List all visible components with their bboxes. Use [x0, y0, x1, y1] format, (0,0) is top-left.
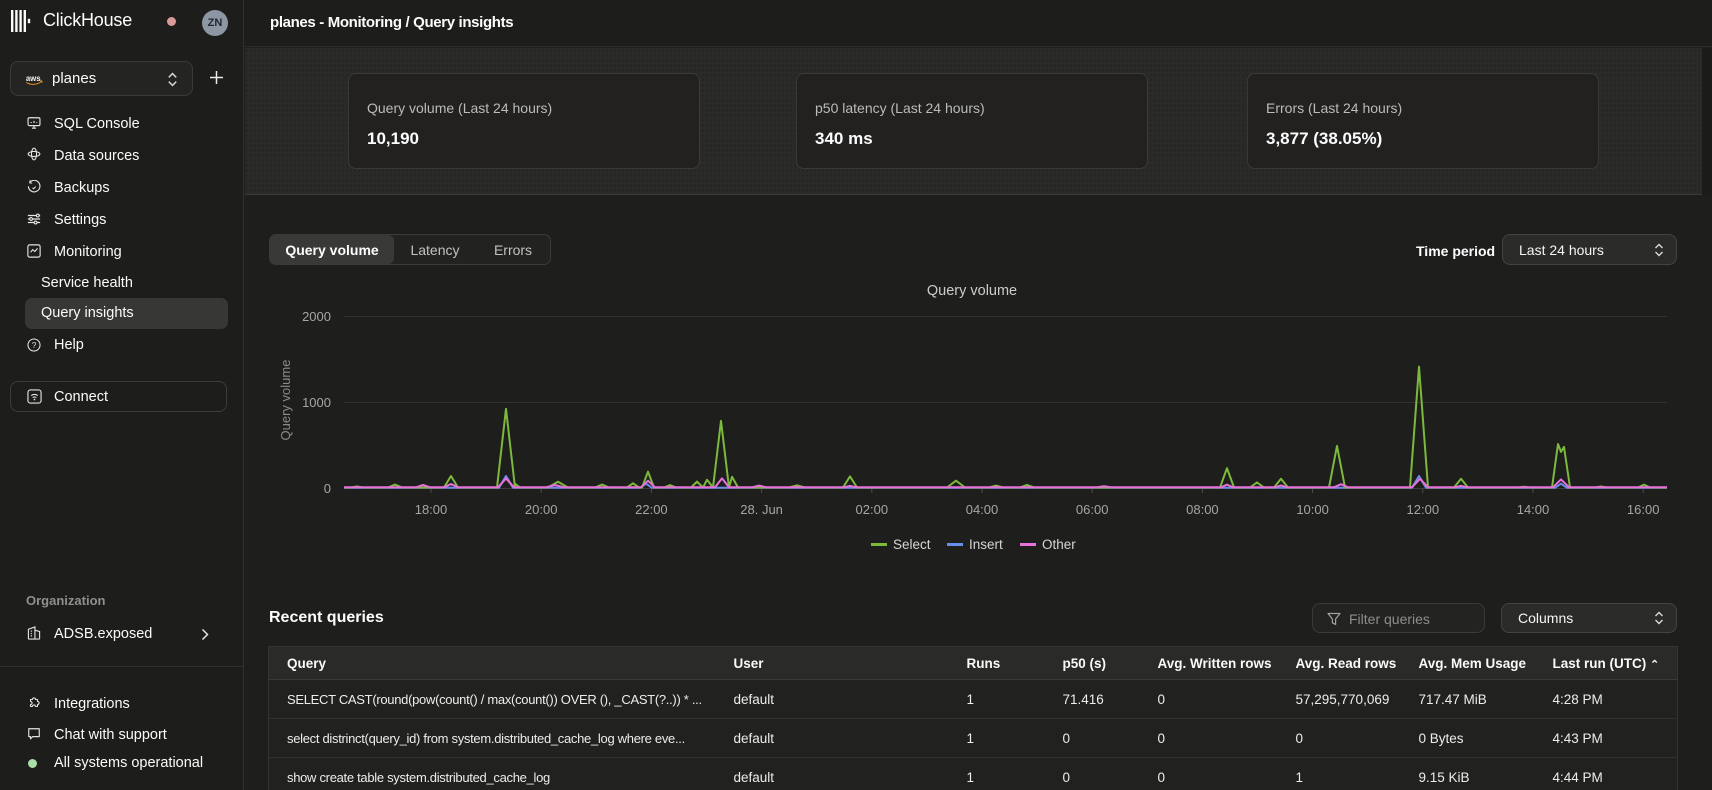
svg-text:04:00: 04:00: [966, 502, 999, 517]
svg-text:16:00: 16:00: [1627, 502, 1660, 517]
svg-text:1000: 1000: [302, 395, 331, 410]
svg-text:02:00: 02:00: [856, 502, 889, 517]
svg-text:18:00: 18:00: [415, 502, 448, 517]
svg-text:aws: aws: [26, 74, 41, 83]
svg-text:28. Jun: 28. Jun: [740, 502, 783, 517]
svg-text:Other: Other: [1042, 537, 1076, 552]
svg-text:Select: Select: [893, 537, 931, 552]
svg-text:06:00: 06:00: [1076, 502, 1109, 517]
svg-text:22:00: 22:00: [635, 502, 668, 517]
svg-text:0: 0: [324, 481, 331, 496]
svg-text:12:00: 12:00: [1407, 502, 1440, 517]
svg-text:20:00: 20:00: [525, 502, 558, 517]
svg-text:14:00: 14:00: [1517, 502, 1550, 517]
svg-text:Query volume: Query volume: [927, 283, 1017, 299]
svg-text:2000: 2000: [302, 309, 331, 324]
svg-text:08:00: 08:00: [1186, 502, 1219, 517]
svg-text:Insert: Insert: [969, 537, 1003, 552]
svg-text:Query volume: Query volume: [278, 360, 293, 441]
svg-text:?: ?: [32, 340, 37, 350]
svg-text:10:00: 10:00: [1296, 502, 1329, 517]
